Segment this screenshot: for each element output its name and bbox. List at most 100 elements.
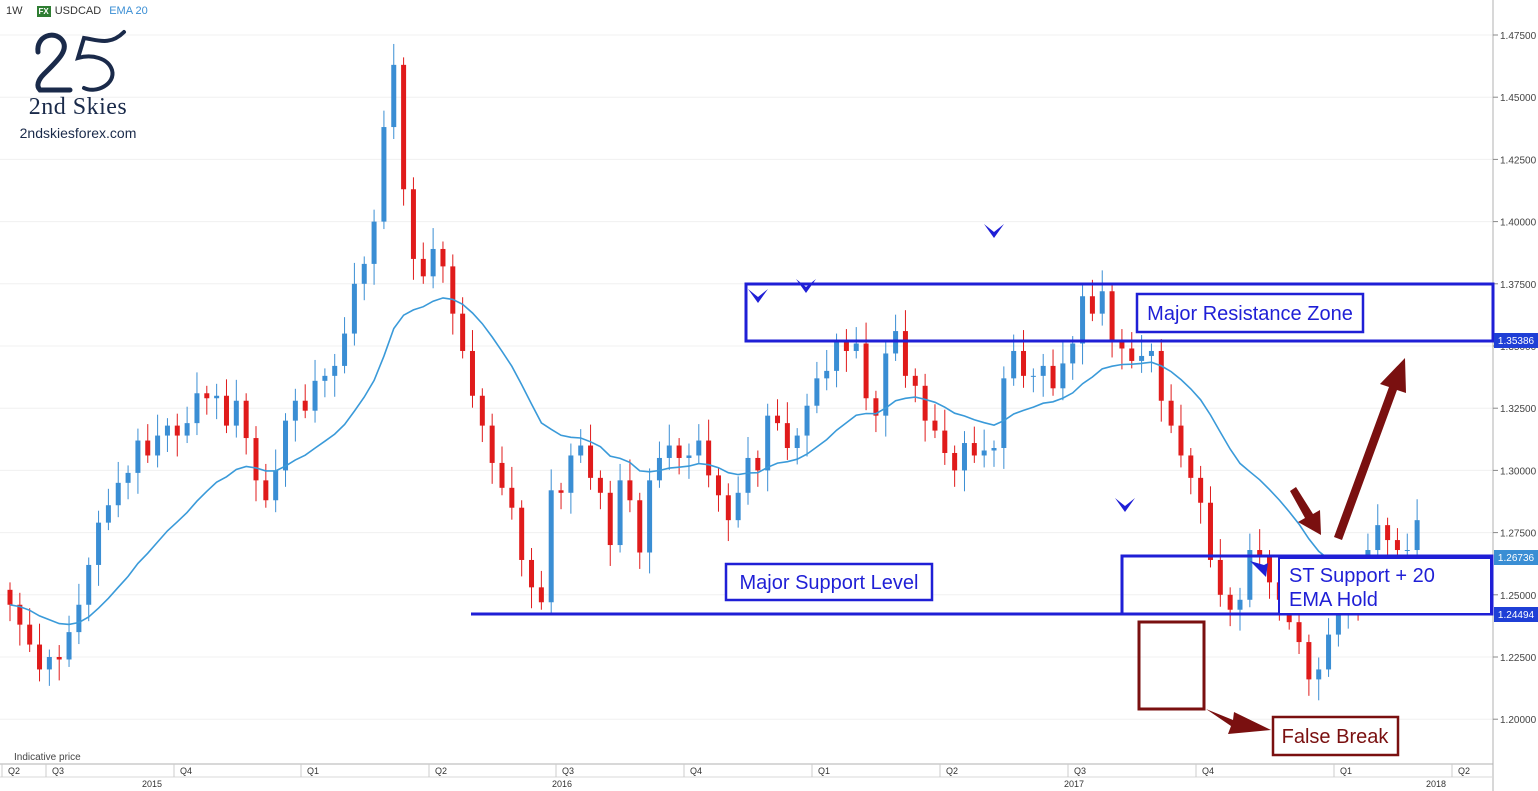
candle: [401, 57, 407, 206]
candle: [145, 424, 151, 463]
marker-arrow-icon: [984, 224, 1004, 238]
candle: [1404, 533, 1410, 558]
candle: [450, 254, 456, 335]
candle: [1158, 339, 1164, 422]
y-tick-label: 1.37500: [1500, 280, 1537, 291]
candle: [489, 413, 495, 484]
x-quarter-label: Q4: [180, 766, 192, 776]
candle: [509, 466, 515, 520]
candle: [430, 228, 436, 289]
candle: [56, 645, 62, 681]
support-label-box: [724, 562, 934, 602]
x-quarter-label: Q2: [946, 766, 958, 776]
candle: [991, 440, 997, 467]
false-break-label-box: [1271, 715, 1400, 757]
y-tick-label: 1.20000: [1500, 715, 1537, 726]
candle: [922, 373, 928, 442]
candle: [706, 419, 712, 488]
candle: [1060, 342, 1066, 401]
candle: [961, 431, 967, 492]
candle: [529, 548, 535, 609]
false-break-arrow: [1206, 709, 1271, 734]
candle: [410, 177, 416, 280]
x-quarter-label: Q2: [435, 766, 447, 776]
candle: [135, 428, 141, 494]
candle: [37, 623, 43, 682]
candle: [1316, 657, 1322, 701]
candle: [1168, 384, 1174, 434]
x-year-label: 2015: [142, 779, 162, 789]
symbol-label[interactable]: USDCAD: [54, 5, 102, 17]
candle: [775, 399, 781, 431]
candle: [283, 413, 289, 487]
candle: [76, 583, 82, 645]
candle: [843, 329, 849, 372]
candle: [647, 468, 653, 574]
candle: [391, 43, 397, 139]
candle: [440, 241, 446, 283]
candle: [1129, 332, 1135, 369]
marker-arrow-icon: [1250, 561, 1268, 577]
candle: [332, 353, 338, 397]
candle: [1326, 618, 1332, 677]
candle: [1247, 533, 1253, 608]
candle: [735, 476, 741, 528]
x-year-label: 2017: [1064, 779, 1084, 789]
y-tick-label: 1.40000: [1500, 218, 1537, 229]
indicator-label[interactable]: EMA 20: [109, 5, 148, 17]
candle: [1070, 336, 1076, 380]
svg-text:1.26736: 1.26736: [1498, 553, 1535, 564]
candle: [853, 327, 859, 359]
candle: [558, 482, 564, 510]
candle: [1267, 550, 1273, 599]
y-tick-label: 1.25000: [1500, 591, 1537, 602]
candle: [115, 461, 121, 518]
x-axis: Q2 Q3 Q4 Q1 Q2 Q3 Q4 Q1 Q2 Q3 Q4 Q1 Q2 2015 2016 2017 20…: [1, 764, 1470, 789]
y-axis: 1.475001.450001.425001.400001.375001.350…: [1493, 31, 1537, 726]
svg-text:1.24494: 1.24494: [1498, 610, 1535, 621]
candle: [86, 557, 92, 622]
candle: [568, 443, 574, 514]
candle: [322, 368, 328, 398]
candle: [1080, 284, 1086, 365]
candle: [342, 317, 348, 374]
y-tick-label: 1.27500: [1500, 529, 1537, 540]
candle: [214, 383, 220, 420]
candle: [381, 110, 387, 230]
chart-header: 1W FX USDCAD EMA 20: [0, 0, 148, 22]
candle: [538, 570, 544, 610]
candle: [233, 379, 239, 438]
candle: [1375, 504, 1381, 562]
ema-20-line: [9, 297, 1418, 626]
resistance-zone-box: [744, 282, 1495, 343]
candle: [745, 437, 751, 505]
reaction-markers: [748, 224, 1268, 577]
candle: [578, 429, 584, 463]
candle: [755, 450, 761, 487]
candle: [351, 262, 357, 346]
candle: [312, 359, 318, 423]
candle: [204, 385, 210, 415]
candle: [243, 393, 249, 455]
candle: [1257, 529, 1263, 570]
candle: [656, 441, 662, 488]
candle: [105, 488, 111, 531]
timeframe-label[interactable]: 1W: [6, 5, 23, 17]
y-tick-label: 1.42500: [1500, 155, 1537, 166]
brand-site[interactable]: 2ndskiesforex.com: [19, 125, 137, 141]
brand-logo-icon: [35, 30, 126, 93]
candle: [420, 242, 426, 284]
candle: [27, 608, 33, 653]
candle: [1099, 270, 1105, 326]
y-tick-label: 1.32500: [1500, 404, 1537, 415]
brand-block: 2nd Skies 2ndskiesforex.com: [8, 28, 148, 141]
candle: [676, 438, 682, 475]
y-tick-label: 1.30000: [1500, 466, 1537, 477]
candle: [7, 582, 13, 622]
x-quarter-label: Q3: [52, 766, 64, 776]
candlesticks: [7, 43, 1420, 701]
candle: [1040, 353, 1046, 397]
candle: [597, 470, 603, 510]
candle: [1217, 539, 1223, 607]
